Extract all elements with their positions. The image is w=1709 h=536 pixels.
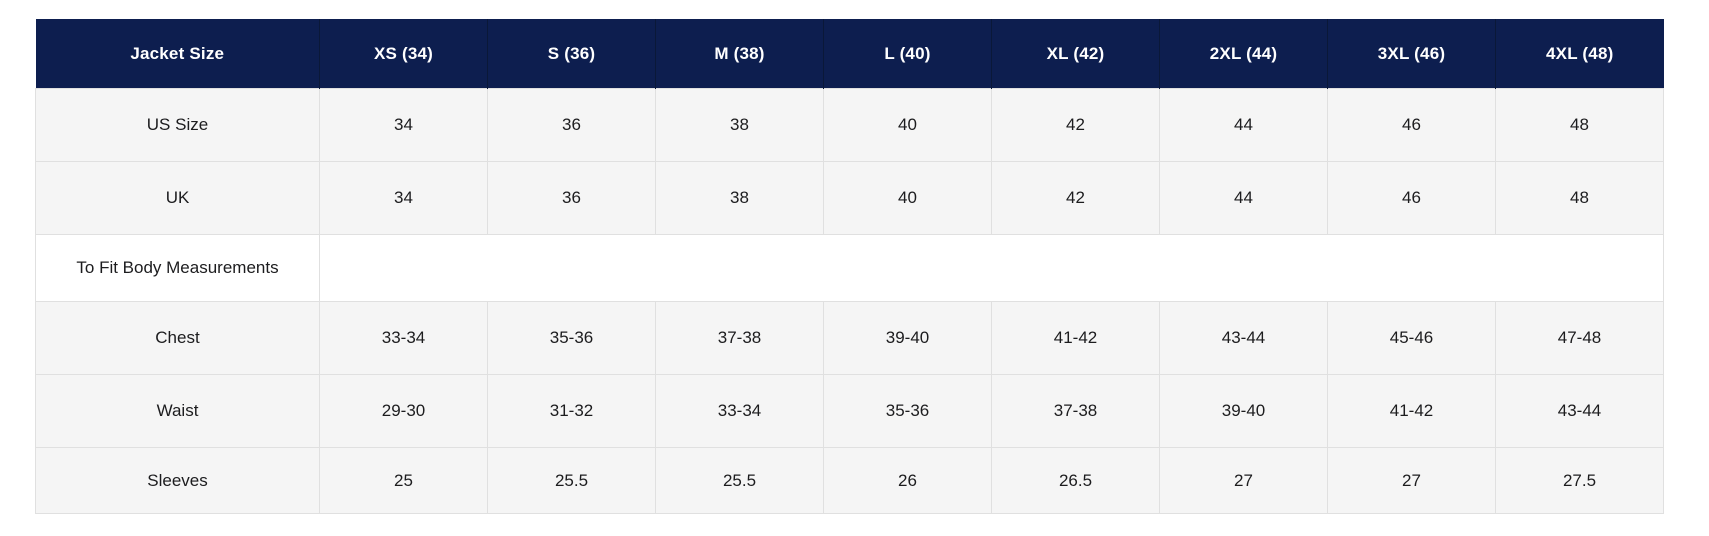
cell: 48 xyxy=(1495,88,1664,162)
header-cell-m: M (38) xyxy=(655,19,824,89)
cell: 35-36 xyxy=(823,374,992,448)
cell: 34 xyxy=(319,161,488,235)
cell: 38 xyxy=(655,161,824,235)
header-cell-jacket-size: Jacket Size xyxy=(35,19,320,89)
cell: 25.5 xyxy=(655,447,824,514)
cell: 37-38 xyxy=(991,374,1160,448)
header-cell-s: S (36) xyxy=(487,19,656,89)
cell: 43-44 xyxy=(1495,374,1664,448)
cell: 39-40 xyxy=(1159,374,1328,448)
cell: 44 xyxy=(1159,88,1328,162)
cell: 34 xyxy=(319,88,488,162)
cell: 35-36 xyxy=(487,301,656,375)
cell: 33-34 xyxy=(319,301,488,375)
cell: 36 xyxy=(487,161,656,235)
cell: 48 xyxy=(1495,161,1664,235)
cell: 46 xyxy=(1327,161,1496,235)
size-chart: Jacket Size XS (34) S (36) M (38) L (40)… xyxy=(35,19,1664,514)
cell: 26.5 xyxy=(991,447,1160,514)
header-cell-xs: XS (34) xyxy=(319,19,488,89)
cell: 27 xyxy=(1327,447,1496,514)
cell: 27 xyxy=(1159,447,1328,514)
header-cell-3xl: 3XL (46) xyxy=(1327,19,1496,89)
row-label: Waist xyxy=(35,374,320,448)
section-row-spacer xyxy=(319,234,1664,302)
cell: 43-44 xyxy=(1159,301,1328,375)
cell: 40 xyxy=(823,161,992,235)
table-header-row: Jacket Size XS (34) S (36) M (38) L (40)… xyxy=(35,19,1664,89)
table-row-chest: Chest 33-34 35-36 37-38 39-40 41-42 43-4… xyxy=(35,301,1664,375)
cell: 31-32 xyxy=(487,374,656,448)
cell: 46 xyxy=(1327,88,1496,162)
cell: 41-42 xyxy=(991,301,1160,375)
row-label: US Size xyxy=(35,88,320,162)
table-row-uk: UK 34 36 38 40 42 44 46 48 xyxy=(35,161,1664,235)
cell: 33-34 xyxy=(655,374,824,448)
cell: 25 xyxy=(319,447,488,514)
cell: 41-42 xyxy=(1327,374,1496,448)
cell: 39-40 xyxy=(823,301,992,375)
cell: 29-30 xyxy=(319,374,488,448)
cell: 44 xyxy=(1159,161,1328,235)
header-cell-l: L (40) xyxy=(823,19,992,89)
cell: 26 xyxy=(823,447,992,514)
row-label: Sleeves xyxy=(35,447,320,514)
table-row-sleeves: Sleeves 25 25.5 25.5 26 26.5 27 27 27.5 xyxy=(35,447,1664,514)
row-label: Chest xyxy=(35,301,320,375)
section-row-label: To Fit Body Measurements xyxy=(35,234,320,302)
cell: 42 xyxy=(991,161,1160,235)
size-chart-table: Jacket Size XS (34) S (36) M (38) L (40)… xyxy=(35,19,1664,514)
cell: 27.5 xyxy=(1495,447,1664,514)
row-label: UK xyxy=(35,161,320,235)
header-cell-2xl: 2XL (44) xyxy=(1159,19,1328,89)
table-row-section-to-fit-body-measurements: To Fit Body Measurements xyxy=(35,234,1664,302)
cell: 42 xyxy=(991,88,1160,162)
cell: 38 xyxy=(655,88,824,162)
header-cell-xl: XL (42) xyxy=(991,19,1160,89)
cell: 40 xyxy=(823,88,992,162)
cell: 47-48 xyxy=(1495,301,1664,375)
cell: 45-46 xyxy=(1327,301,1496,375)
header-cell-4xl: 4XL (48) xyxy=(1495,19,1664,89)
table-row-waist: Waist 29-30 31-32 33-34 35-36 37-38 39-4… xyxy=(35,374,1664,448)
table-row-us-size: US Size 34 36 38 40 42 44 46 48 xyxy=(35,88,1664,162)
cell: 37-38 xyxy=(655,301,824,375)
cell: 25.5 xyxy=(487,447,656,514)
cell: 36 xyxy=(487,88,656,162)
